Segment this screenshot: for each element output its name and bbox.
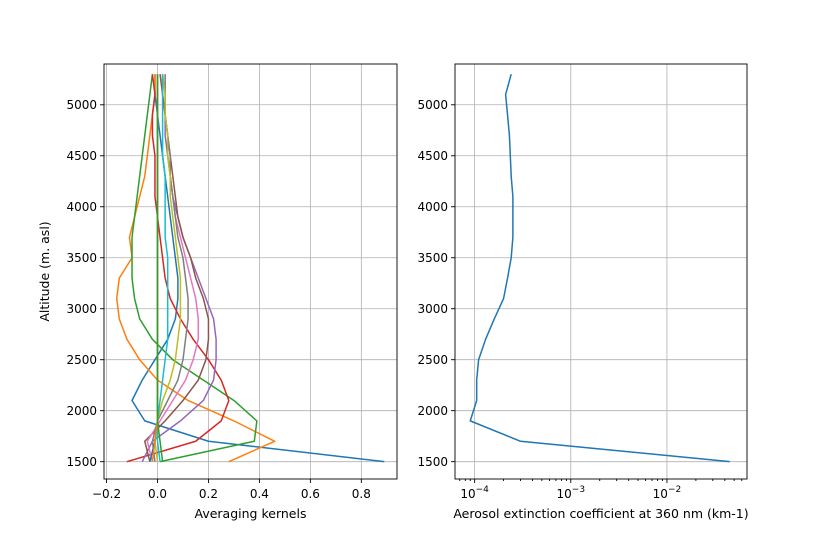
series-line-7: [146, 74, 200, 462]
x-tick-label: 0.2: [199, 487, 218, 501]
y-tick-label: 3000: [66, 302, 97, 316]
x-tick-label: 0.0: [148, 487, 167, 501]
series-line-5: [141, 74, 217, 463]
y-tick-label: 1500: [417, 455, 448, 469]
x-tick-label: −0.2: [92, 487, 121, 501]
x-tick-label: 10−3: [557, 485, 586, 501]
series-line-11: [149, 74, 159, 462]
y-tick-label: 2000: [417, 404, 448, 418]
y-tick-label: 2000: [66, 404, 97, 418]
y-tick-label: 5000: [417, 98, 448, 112]
y-tick-label: 2500: [417, 353, 448, 367]
aerosol-extinction-panel: 10−4 10−3 10−2 1500 2000 2500 3000 3500 4000 4500…: [417, 63, 749, 521]
x-tick-label: 0.8: [352, 487, 371, 501]
y-tick-label: 5000: [66, 98, 97, 112]
y-tick-label: 4500: [66, 149, 97, 163]
series-line-4: [126, 74, 230, 463]
x-axis-label: Aerosol extinction coefficient at 360 nm…: [453, 506, 748, 521]
y-tick-label: 4000: [66, 200, 97, 214]
x-tick-label: 0.6: [301, 487, 320, 501]
series-line-10: [156, 74, 169, 462]
series-line-1: [131, 74, 385, 463]
x-tick-label: 10−4: [460, 485, 489, 501]
series-line-13: [156, 74, 164, 462]
series-line-1: [469, 74, 730, 463]
x-axis-label: Averaging kernels: [195, 506, 307, 521]
y-tick-label: 3000: [417, 302, 448, 316]
series-line-9: [154, 74, 182, 462]
axes-frame: [454, 63, 748, 480]
y-tick-label: 4000: [417, 200, 448, 214]
series-line-3: [131, 74, 258, 463]
series-line-12: [151, 74, 159, 462]
y-tick-label: 3500: [66, 251, 97, 265]
y-tick-label: 3500: [417, 251, 448, 265]
series-line-2: [115, 74, 276, 463]
x-tick-label: 0.4: [250, 487, 269, 501]
y-tick-label: 2500: [66, 353, 97, 367]
y-tick-label: 4500: [417, 149, 448, 163]
x-tick-label: 10−2: [653, 485, 682, 501]
y-axis-label: Altitude (m. asl): [37, 221, 52, 321]
averaging-kernels-panel: −0.2 0.0 0.2 0.4 0.6 0.8 1500 2000 2500 3000 3500 4…: [37, 63, 398, 521]
axes-frame: [103, 63, 398, 480]
y-tick-label: 1500: [66, 455, 97, 469]
